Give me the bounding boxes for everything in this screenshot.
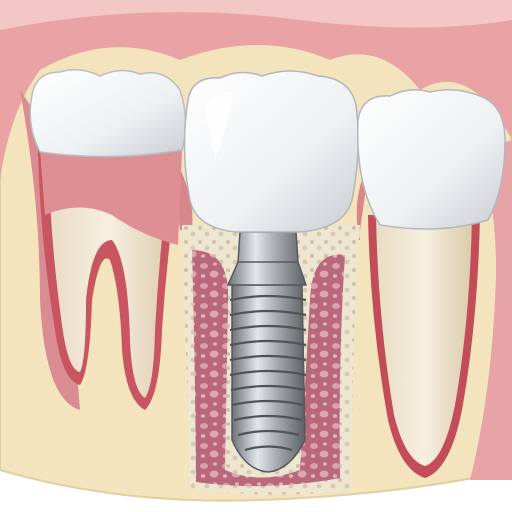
- right-tooth-root: [376, 215, 472, 466]
- implant-abutment: [226, 231, 308, 286]
- right-tooth-crown: [356, 89, 506, 230]
- crown-highlight: [205, 91, 232, 160]
- implant-crown: [183, 70, 359, 233]
- left-molar-crown: [29, 69, 187, 158]
- gum-top: [0, 0, 512, 180]
- implant-screw: [231, 284, 306, 473]
- screw-threads: [229, 294, 307, 452]
- gum-highlight: [0, 0, 512, 30]
- left-molar-gum-overlay: [40, 150, 182, 245]
- gum-right: [470, 140, 512, 480]
- porous-bone: [192, 250, 345, 487]
